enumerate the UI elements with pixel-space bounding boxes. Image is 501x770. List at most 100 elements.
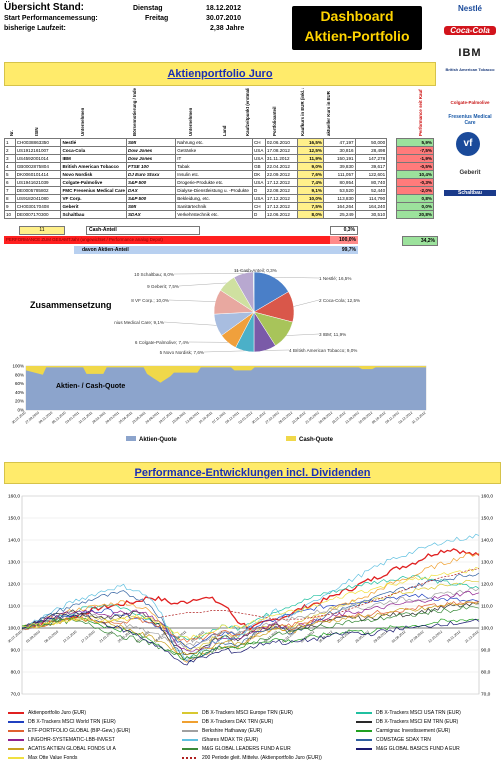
row-performance: -0,3%: [396, 178, 434, 187]
row-nr: 6: [4, 178, 16, 187]
series-line: [21, 605, 480, 661]
column-header: ISIN: [34, 127, 39, 136]
legend-item: Aktienportfolio Juro (EUR): [8, 710, 86, 716]
row-buy-price: 111,057: [323, 170, 356, 179]
legend-label: Max Otte Value Fonds: [28, 755, 78, 761]
y-tick-label-right: 90,0: [481, 648, 491, 654]
overview-title: Übersicht Stand:: [4, 2, 85, 13]
legend-label: 200 Periode gleit. Mittelw. (Aktienportf…: [202, 755, 322, 761]
column-header: Börsennotierung / Index: [132, 88, 137, 136]
row-isin: US1941621039: [14, 178, 62, 187]
row-nr: 3: [4, 154, 16, 163]
pie-slice-label: 2 Coca-Cola; 12,5%: [319, 298, 360, 303]
column-header: Portfolioanteil: [272, 106, 277, 136]
y-tick-label-left: 80,0: [11, 670, 21, 676]
ibm-logo: IBM: [458, 47, 482, 59]
start-day: Freitag: [145, 15, 169, 22]
cash-label: Cash-Anteil: [86, 226, 200, 235]
row-index: SMI: [125, 138, 177, 147]
row-current-price: 114,790: [354, 194, 388, 203]
legend-label: iShares MDAX TR (EUR): [202, 737, 259, 743]
y-tick-label-right: 140,0: [481, 538, 493, 544]
legend-item: DB X-Trackers MSCI Europe TRN (EUR): [182, 710, 293, 716]
row-spacer: [387, 163, 397, 171]
y-tick-label: 60%: [15, 381, 24, 386]
pie-slice-label: 8 VF Corp.; 10,0%: [131, 298, 169, 303]
row-buy-price: 113,830: [323, 194, 356, 203]
pie-slice-label: 6 Colgate-Palmolive; 7,4%: [135, 340, 189, 345]
row-spacer: [387, 171, 397, 179]
row-current-price: 28,498: [354, 146, 388, 155]
row-index: SMI: [125, 202, 177, 211]
row-country: GB: [251, 162, 266, 171]
legend-swatch: [8, 730, 24, 732]
row-index: DAX: [125, 186, 177, 195]
row-spacer: [387, 195, 397, 203]
pie-leader-line: [203, 350, 245, 353]
start-label: Start Performancemessung:: [4, 15, 98, 22]
legend-swatch: [182, 712, 198, 714]
legend-swatch: [182, 748, 198, 750]
stock-share-value: 99,7%: [330, 246, 358, 254]
y-tick-label-right: 110,0: [481, 604, 493, 610]
portfolio-title: Aktienportfolio Juro: [4, 62, 436, 86]
schaltbau-logo: Schaltbau: [444, 190, 496, 196]
pie-slice-label: 7 FMC Fresenius Medical Care; 9,1%: [114, 320, 164, 325]
series-line: [21, 588, 480, 648]
row-weight: 8,0%: [297, 210, 325, 219]
pie-leader-line: [273, 277, 320, 279]
y-tick-label-left: 70,0: [11, 692, 21, 698]
row-sector: Drogerie-Produkte etc.: [175, 178, 253, 187]
legend-label: ACATIS AKTIEN GLOBAL FONDS UI A: [28, 746, 116, 752]
runtime-label: bisherige Laufzeit:: [4, 25, 66, 32]
legend-swatch-aktien: [126, 436, 136, 441]
row-weight: 9,0%: [297, 162, 325, 171]
row-spacer: [387, 179, 397, 187]
coca-cola-logo: Coca-Cola: [444, 26, 496, 35]
portfolio-table: 1 CH0038863350 Nestlé SMI Nahrung etc. CH 02.0…: [4, 138, 434, 219]
y-tick-label-right: 70,0: [481, 692, 491, 698]
runtime-value: 2,38 Jahre: [210, 25, 245, 32]
series-line: [21, 572, 480, 663]
pie-leader-line: [293, 299, 320, 307]
legend-swatch-cash: [286, 436, 296, 441]
legend-label: Aktienportfolio Juro (EUR): [28, 710, 87, 716]
y-tick-label-left: 90,0: [11, 648, 21, 654]
stand-date: 18.12.2012: [206, 5, 242, 12]
performance-chart-section: 160,0 160,0 150,0 150,0 140,0 140,0 130,0 130,0…: [0, 488, 501, 710]
row-current-price: 122,601: [354, 170, 388, 179]
row-current-price: 80,740: [354, 178, 388, 187]
performance-title: Performance-Entwicklungen incl. Dividend…: [4, 462, 501, 484]
row-date: 02.06.2010: [264, 138, 299, 147]
y-tick-label-left: 100,0: [8, 626, 20, 632]
portfolio-column-headers: Nr. ISIN Unternehmen Börsennotierung / Inde…: [4, 30, 434, 138]
legend-label: DB X-Trackers MSCI USA TRN (EUR): [376, 710, 461, 716]
row-isin: DK0060101414: [14, 170, 62, 179]
y-tick-label-left: 120,0: [8, 582, 20, 588]
row-isin: US1912161007: [14, 146, 62, 155]
geberit-logo: Geberit: [459, 170, 481, 176]
legend-swatch: [8, 757, 24, 759]
row-sector: Sanitärtechnik: [175, 202, 253, 211]
legend-label: DB X-Trackers DAX TRN (EUR): [202, 719, 274, 725]
row-spacer: [387, 155, 397, 163]
legend-label: M&G GLOBAL BASICS FUND A EUR: [376, 746, 460, 752]
legend-item: ETF-PORTFOLIO GLOBAL (BIP-Gew.) (EUR): [8, 728, 130, 734]
row-performance: -0,5%: [396, 162, 434, 171]
row-company: Schaltbau: [60, 210, 127, 219]
row-country: USA: [251, 194, 266, 203]
row-nr: 1: [4, 138, 16, 147]
row-company: British American Tobacco: [60, 162, 127, 171]
row-isin: CH0030170408: [14, 202, 62, 211]
row-sector: IT: [175, 154, 253, 163]
row-index: FTSE 100: [125, 162, 177, 171]
table-row: 6 US1941621039 Colgate-Palmolive S&P 500 Dro…: [4, 178, 434, 187]
row-country: USA: [251, 154, 266, 163]
row-performance: 0,8%: [396, 194, 434, 203]
y-tick-label-right: 160,0: [481, 494, 493, 500]
pie-slice-label: 5 Novo Nordisk; 7,6%: [160, 350, 204, 355]
y-tick-label-left: 130,0: [8, 560, 20, 566]
row-weight: 7,4%: [297, 178, 325, 187]
pie-leader-line: [173, 273, 244, 275]
column-header: Kaufzeitpunkt (erstmaliger Kauf): [245, 88, 250, 136]
